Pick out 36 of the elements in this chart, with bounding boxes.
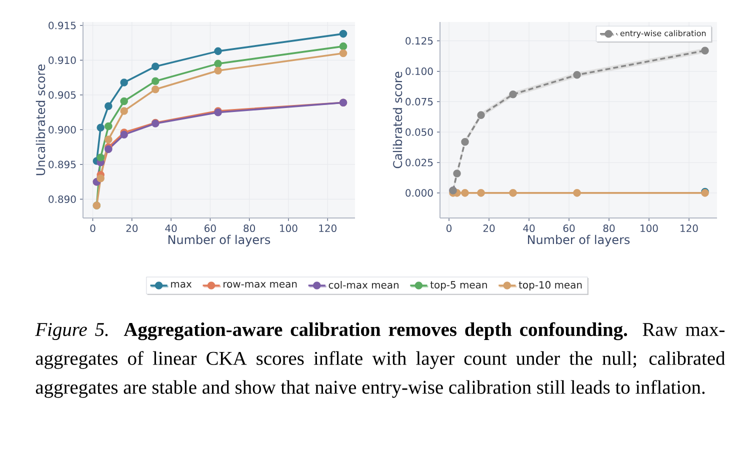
x-tick-label: 120 (319, 224, 336, 232)
x-tick-label: 0 (90, 224, 96, 232)
x-tick-label: 100 (280, 224, 298, 232)
y-tick-label: 0.125 (406, 37, 433, 45)
y-tick-label: 0.900 (48, 126, 76, 134)
x-axis-title: Number of layers (168, 234, 270, 246)
y-tick-label: 0.905 (48, 91, 76, 99)
y-axis-title: Uncalibrated score (36, 64, 46, 176)
text: Figure 5. Aggregation-aware calibration removes depth confounding. Raw max-aggregates of linear CKA scores inflate with layer count under the null; calibrated aggregates are stable and show that naive entry-wise calibration still leads to inflation. (35, 322, 726, 398)
x-tick-label: 20 (483, 224, 495, 232)
legend-label: top-10 mean (518, 281, 582, 291)
legend-label: col-max mean (328, 280, 398, 289)
y-tick-label: 0.915 (48, 22, 76, 30)
x-tick-label: 60 (204, 224, 216, 232)
x-axis-title: Number of layers (528, 234, 630, 246)
y-tick-label: 0.100 (406, 67, 433, 76)
x-tick-label: 100 (640, 224, 658, 232)
x-tick-label: 20 (126, 224, 138, 232)
y-tick-label: 0.050 (406, 128, 433, 136)
x-tick-label: 80 (603, 224, 615, 232)
x-tick-label: 120 (680, 224, 698, 232)
y-axis-title: Calibrated score (392, 72, 402, 168)
legend-label: row-max mean (224, 282, 297, 288)
y-tick-label: 0.025 (406, 158, 433, 166)
x-tick-label: 0 (446, 224, 452, 232)
y-tick-label: 0.890 (48, 195, 76, 203)
legend-label: max (171, 282, 192, 288)
x-tick-label: 40 (523, 224, 535, 232)
x-tick-label: 60 (563, 224, 575, 232)
x-tick-label: 40 (165, 224, 177, 232)
y-tick-label: 0.075 (406, 98, 433, 106)
y-tick-label: 0.000 (406, 189, 433, 197)
y-tick-label: 0.910 (48, 56, 76, 64)
x-tick-label: 80 (244, 224, 256, 232)
y-tick-label: 0.895 (48, 160, 76, 168)
legend-label: top-5 mean (430, 281, 487, 290)
